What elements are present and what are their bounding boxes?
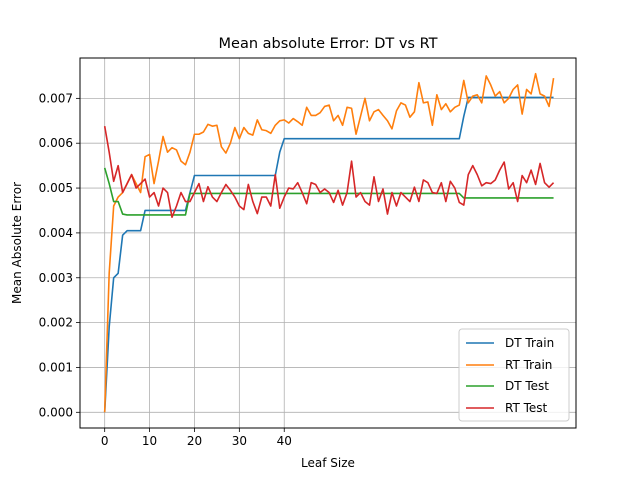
- chart-title: Mean absolute Error: DT vs RT: [219, 36, 438, 52]
- y-tick-label: 0.001: [39, 360, 73, 374]
- legend-label-rt-test: RT Test: [505, 401, 548, 415]
- x-tick-label: 0: [101, 434, 109, 448]
- x-tick-label: 30: [232, 434, 247, 448]
- legend-label-rt-train: RT Train: [505, 358, 552, 372]
- x-axis: 0 10 20 30 40: [101, 428, 292, 448]
- y-axis-label: Mean Absolute Error: [10, 182, 24, 304]
- y-tick-label: 0.004: [39, 226, 73, 240]
- y-tick-label: 0.005: [39, 181, 73, 195]
- series-line-dt-test: [103, 167, 554, 216]
- x-axis-label: Leaf Size: [301, 456, 355, 470]
- x-tick-label: 40: [277, 434, 292, 448]
- legend-label-dt-train: DT Train: [505, 336, 554, 350]
- y-tick-label: 0.007: [39, 91, 73, 105]
- legend-label-dt-test: DT Test: [505, 379, 549, 393]
- series-line-rt-train: [103, 72, 555, 413]
- y-axis: 0.000 0.001 0.002 0.003 0.004 0.005 0.006 0.007: [39, 91, 80, 419]
- y-tick-label: 0.000: [39, 405, 73, 419]
- x-tick-label: 10: [142, 434, 157, 448]
- y-tick-label: 0.002: [39, 316, 73, 330]
- series-layer: [103, 72, 555, 413]
- x-tick-label: 20: [187, 434, 202, 448]
- series-line-rt-test: [103, 126, 555, 219]
- legend-box: [458, 328, 570, 422]
- y-tick-label: 0.006: [39, 136, 73, 150]
- legend: DT Train RT Train DT Test RT Test: [458, 328, 570, 422]
- plot-frame: [79, 57, 577, 429]
- y-tick-label: 0.003: [39, 271, 73, 285]
